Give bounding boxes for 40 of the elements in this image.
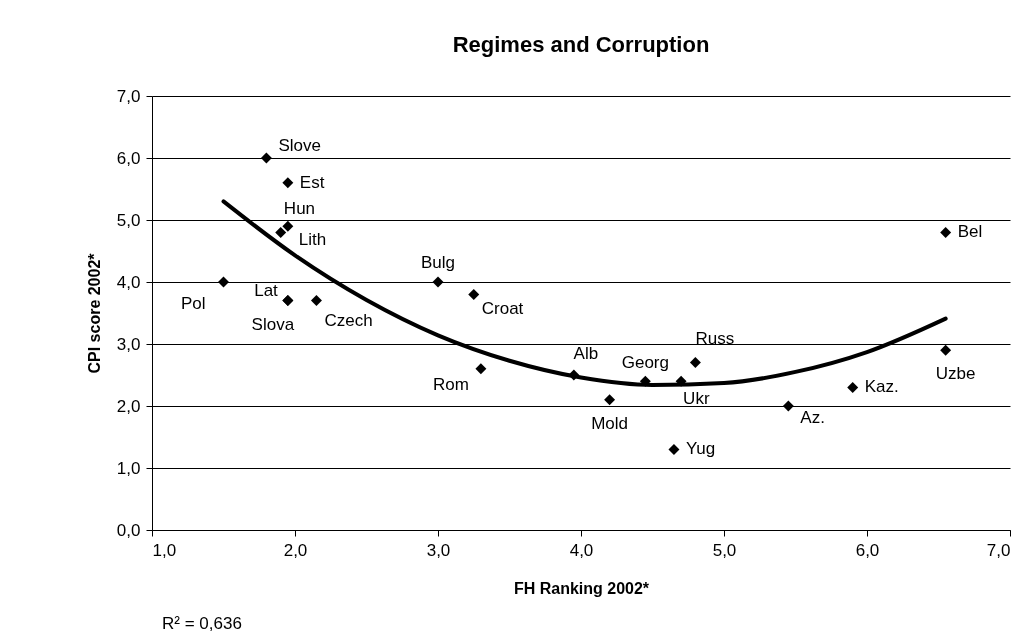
- annotation: Uzbe: [935, 364, 976, 384]
- annotation: Bulg: [420, 253, 456, 272]
- x-tick-label: 7,0: [986, 540, 1011, 560]
- y-tick-label: 0,0: [116, 520, 141, 540]
- annotation: Czech: [324, 310, 373, 330]
- y-tick-label: 6,0: [116, 148, 141, 168]
- x-tick-label: 2,0: [283, 540, 308, 560]
- annotation: Alb: [573, 344, 599, 363]
- y-tick-label: 1,0: [116, 458, 141, 478]
- annotation: Croat: [481, 299, 524, 319]
- annotation: Slove: [278, 136, 321, 155]
- annotation: Rom: [432, 374, 469, 394]
- annotation: Lat: [254, 280, 279, 300]
- annotation: Kaz.: [864, 377, 899, 397]
- annotation: Est: [299, 172, 325, 192]
- annotation: Pol: [180, 294, 206, 313]
- annotation: Ukr: [683, 389, 710, 409]
- y-tick-label: 5,0: [116, 210, 141, 230]
- y-axis-title: CPI score 2002*: [85, 252, 103, 374]
- x-tick-label: 1,0: [152, 540, 177, 560]
- x-tick-label: 5,0: [712, 540, 737, 560]
- chart-title: Regimes and Corruption: [452, 32, 710, 57]
- annotation: Slova: [251, 314, 295, 334]
- annotation: Georg: [621, 353, 669, 373]
- annotation: Bel: [957, 222, 983, 242]
- x-tick-label: 4,0: [569, 540, 594, 560]
- y-tick-label: 4,0: [116, 272, 141, 292]
- x-axis-title: FH Ranking 2002*: [513, 579, 650, 597]
- x-tick-label: 3,0: [426, 540, 451, 560]
- text: R² = 0,636: [162, 614, 242, 633]
- annotation: Hun: [283, 199, 316, 219]
- y-tick-label: 7,0: [116, 86, 141, 106]
- annotation: Lith: [298, 230, 327, 250]
- x-tick-label: 6,0: [855, 540, 880, 560]
- annotation: Yug: [685, 439, 716, 459]
- annotation: Az.: [800, 408, 825, 427]
- annotation: Mold: [591, 413, 629, 433]
- annotation: Russ: [695, 328, 735, 348]
- y-tick-label: 3,0: [116, 334, 141, 354]
- y-tick-label: 2,0: [116, 396, 141, 416]
